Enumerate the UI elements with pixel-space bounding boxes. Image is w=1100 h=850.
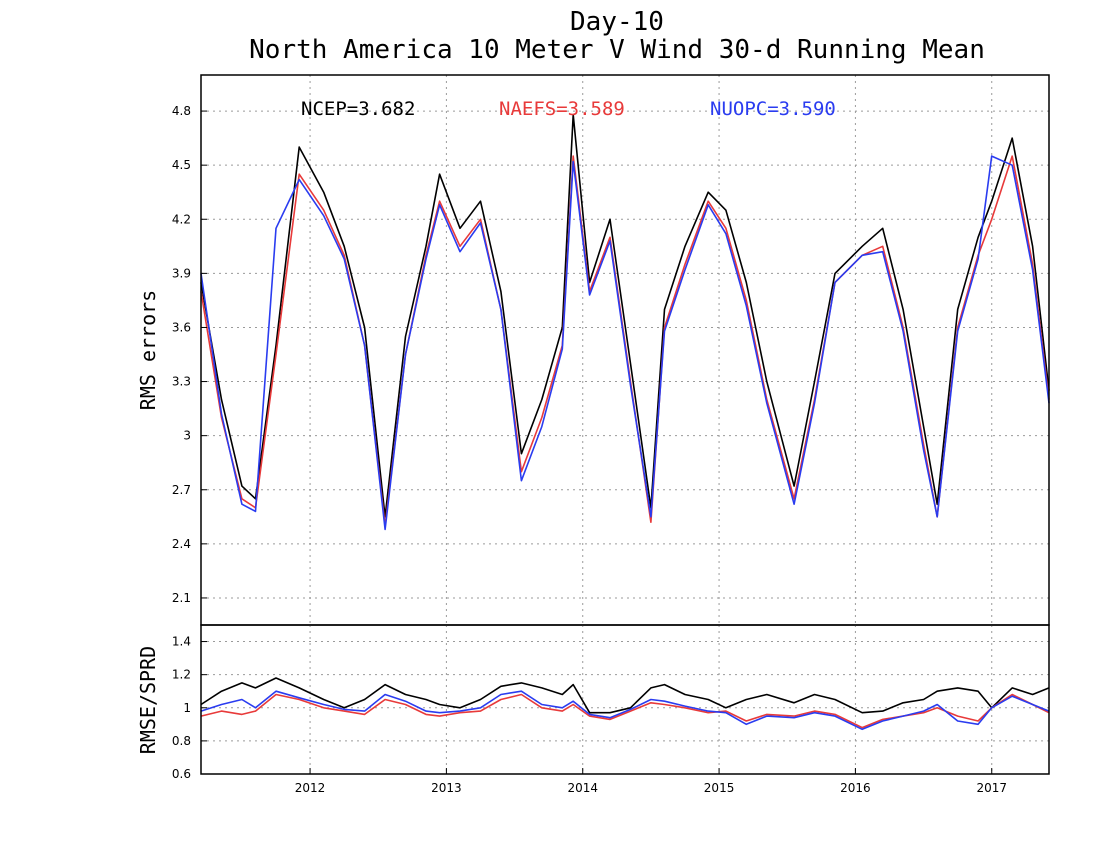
legend-entry-ncep: NCEP=3.682 [301, 98, 415, 120]
rms-series-ncep [200, 113, 1050, 518]
chart-title: Day-10 [570, 7, 664, 37]
xtick-label: 2015 [704, 781, 735, 795]
rms-ytick-label: 2.1 [172, 591, 191, 605]
ratio-series-ncep [200, 677, 1050, 714]
rms-ytick-label: 4.8 [172, 104, 191, 118]
legend-entry-naefs: NAEFS=3.589 [499, 98, 625, 120]
ratio-y-axis-label: RMSE/SPRD [136, 646, 160, 754]
rms-ytick-label: 4.2 [172, 212, 191, 226]
rms-ytick-label: 2.4 [172, 537, 191, 551]
rms-series-group [200, 113, 1050, 531]
ratio-y-ticks: 0.6 0.8 1 1.2 1.4 [172, 635, 207, 781]
ratio-ytick-label: 1.4 [172, 635, 191, 649]
ratio-panel: 0.6 0.8 1 1.2 1.4 2012 2013 2014 2015 2016 2017 R… [136, 624, 1050, 795]
ratio-series-group [200, 677, 1050, 731]
ratio-series-nuopc [200, 690, 1050, 731]
ratio-ytick-label: 0.6 [172, 767, 191, 781]
rms-y-axis-label: RMS errors [136, 290, 160, 410]
ratio-ytick-label: 1.2 [172, 668, 191, 682]
rms-panel: 2.12.42.733.33.63.94.24.54.8 RMS errors … [136, 74, 1050, 626]
xtick-label: 2014 [567, 781, 598, 795]
legend-entry-nuopc: NUOPC=3.590 [710, 98, 836, 120]
rms-series-nuopc [200, 155, 1050, 531]
rms-ytick-label: 3.6 [172, 320, 191, 334]
rms-ytick-label: 2.7 [172, 483, 191, 497]
xtick-label: 2016 [840, 781, 871, 795]
xtick-label: 2017 [976, 781, 1007, 795]
ratio-series-naefs [200, 693, 1050, 729]
legend: NCEP=3.682 NAEFS=3.589 NUOPC=3.590 [301, 98, 836, 120]
ratio-panel-frame [200, 624, 1050, 775]
rms-ytick-label: 4.5 [172, 158, 191, 172]
ratio-ytick-label: 0.8 [172, 734, 191, 748]
rms-ytick-label: 3.3 [172, 375, 191, 389]
chart-subtitle: North America 10 Meter V Wind 30-d Runni… [249, 35, 985, 65]
rms-ytick-label: 3.9 [172, 266, 191, 280]
rms-ytick-label: 3 [183, 429, 191, 443]
x-axis-ticks: 2012 2013 2014 2015 2016 2017 [295, 768, 1007, 795]
rms-y-ticks: 2.1 2.4 2.7 3 3.3 3.6 3.9 4.2 4.5 4.8 [172, 104, 207, 605]
xtick-label: 2012 [295, 781, 326, 795]
xtick-label: 2013 [431, 781, 462, 795]
ratio-ytick-label: 1 [183, 701, 191, 715]
ratio-gridlines [201, 625, 1049, 775]
